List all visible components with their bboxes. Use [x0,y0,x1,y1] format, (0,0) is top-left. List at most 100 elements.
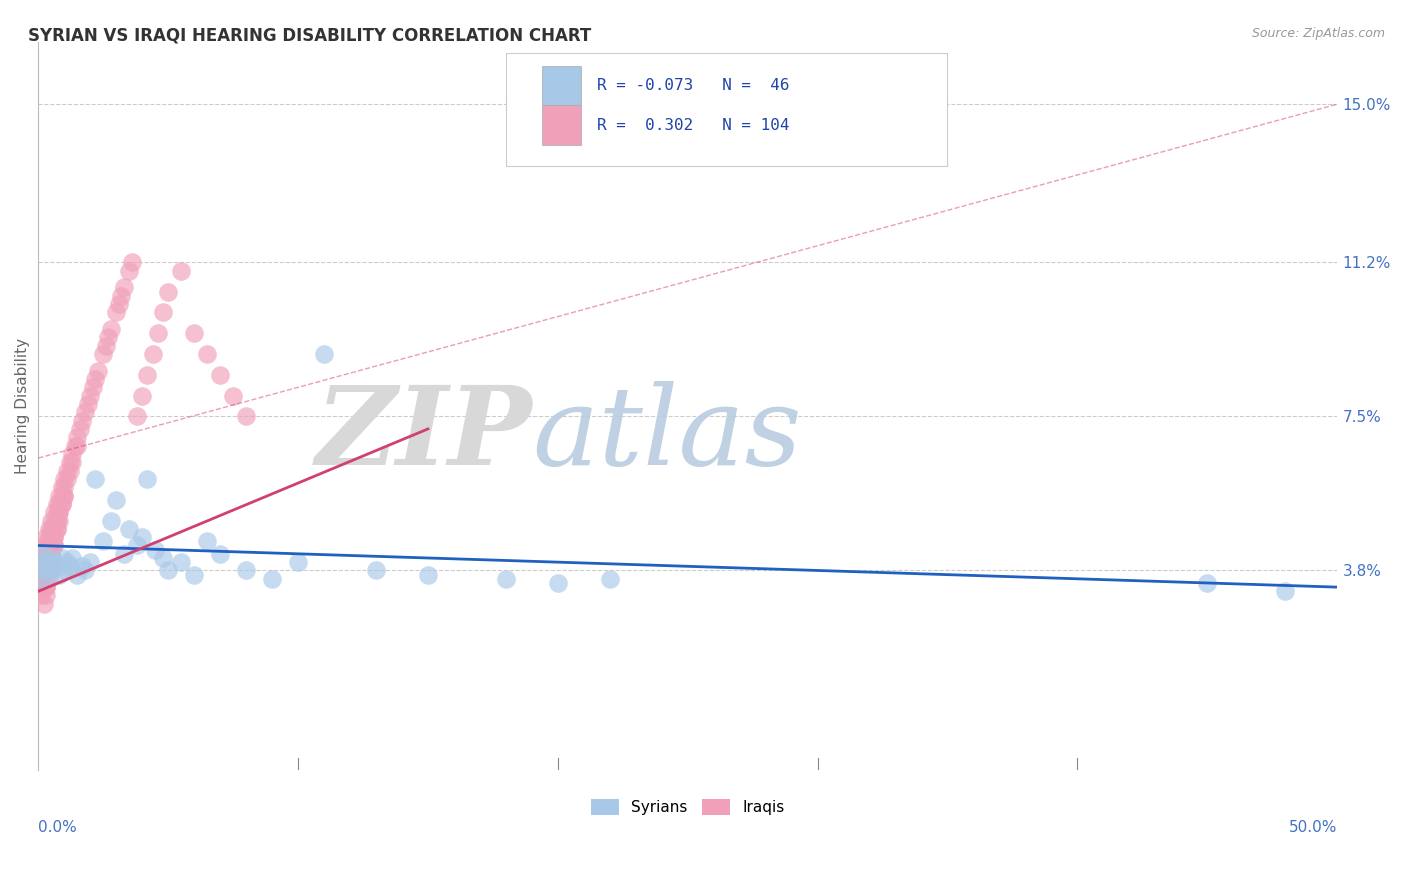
Point [364,564,387,578]
Point [60,455,83,469]
Point [41,547,63,561]
Point [72,559,94,574]
Point [51,497,73,511]
Point [79,389,101,403]
Point [183,326,205,341]
Point [45,522,67,536]
Point [66,430,89,444]
Point [69,422,91,436]
Point [45,514,67,528]
Point [32,597,55,611]
Point [42,539,65,553]
Point [1274,584,1296,599]
Text: R = -0.073   N =  46: R = -0.073 N = 46 [596,78,789,94]
Legend: Syrians, Iraqis: Syrians, Iraqis [585,793,790,821]
Point [35,572,58,586]
Point [63,439,86,453]
Point [41,547,63,561]
Point [235,409,257,424]
Point [42,539,65,553]
FancyBboxPatch shape [543,105,581,145]
Point [53,480,76,494]
Point [87,364,110,378]
Point [35,564,58,578]
Point [118,522,141,536]
Point [30,555,52,569]
Point [42,514,65,528]
Point [152,551,174,566]
Point [35,580,58,594]
Point [1197,576,1219,591]
Point [262,572,284,586]
Point [235,564,257,578]
Point [222,389,245,403]
Point [32,547,55,561]
Point [51,497,73,511]
Point [312,347,335,361]
Point [32,555,55,569]
Point [41,522,63,536]
Point [146,326,169,341]
Point [48,505,70,519]
Point [38,530,60,544]
Point [48,514,70,528]
Point [41,555,63,569]
Point [183,567,205,582]
Point [30,589,52,603]
Point [45,522,67,536]
Point [125,409,148,424]
Point [35,539,58,553]
Point [48,489,70,503]
Point [51,489,73,503]
Point [599,572,621,586]
Point [30,572,52,586]
Point [53,489,76,503]
Point [38,551,60,566]
Point [30,564,52,578]
Point [42,505,65,519]
Point [94,339,117,353]
Point [100,322,122,336]
Point [38,564,60,578]
Point [48,497,70,511]
Point [121,255,143,269]
Point [131,530,153,544]
Point [170,264,193,278]
Point [32,572,55,586]
Point [142,347,165,361]
FancyBboxPatch shape [506,53,948,166]
Point [60,551,83,566]
Point [105,305,128,319]
Point [195,347,218,361]
Point [209,547,232,561]
Point [32,572,55,586]
Point [30,580,52,594]
Point [416,567,439,582]
Text: ZIP: ZIP [315,382,531,489]
Text: atlas: atlas [531,382,801,489]
Point [76,397,98,411]
Point [42,522,65,536]
Point [75,405,97,419]
Point [32,555,55,569]
Point [35,530,58,544]
Point [58,559,80,574]
Point [41,539,63,553]
Point [105,492,128,507]
Point [41,564,63,578]
Point [100,514,122,528]
Point [38,522,60,536]
Point [42,555,65,569]
Text: 50.0%: 50.0% [1289,821,1337,835]
Point [53,489,76,503]
Point [112,280,135,294]
Point [41,564,63,578]
Point [35,580,58,594]
Point [48,505,70,519]
Point [66,439,89,453]
FancyBboxPatch shape [543,66,581,106]
Point [41,530,63,544]
Point [35,547,58,561]
Point [42,530,65,544]
Text: R =  0.302   N = 104: R = 0.302 N = 104 [596,118,789,133]
